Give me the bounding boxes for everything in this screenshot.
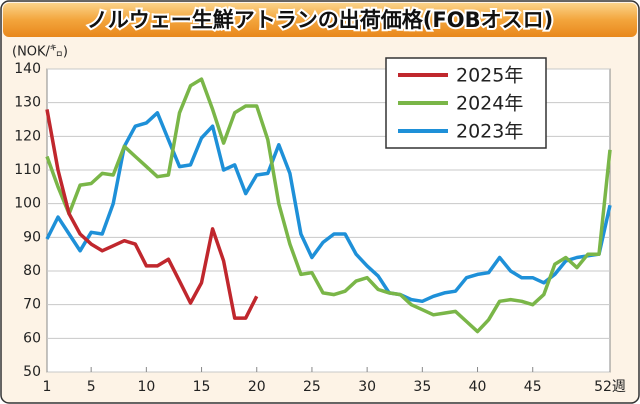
x-tick-label: 15 [193, 379, 211, 395]
y-tick-label: 60 [23, 330, 41, 346]
title-banner [3, 3, 637, 37]
y-tick-label: 80 [23, 263, 41, 279]
y-tick-label: 130 [14, 95, 41, 111]
y-tick-label: 50 [23, 364, 41, 380]
y-tick-label: 110 [14, 162, 41, 178]
x-tick-label: 30 [358, 379, 376, 395]
y-tick-label: 90 [23, 229, 41, 245]
x-tick-label: 35 [413, 379, 431, 395]
x-tick-label: 20 [248, 379, 266, 395]
y-tick-label: 70 [23, 297, 41, 313]
legend-label: 2024年 [456, 93, 523, 115]
x-tick-label: 5 [87, 379, 96, 395]
chart-title: ノルウェー生鮮アトランの出荷価格(FOBオスロ) [87, 8, 553, 32]
x-tick-label: 45 [524, 379, 542, 395]
x-tick-label: 40 [469, 379, 487, 395]
x-tick-label: 25 [303, 379, 321, 395]
x-tick-label: 1 [43, 379, 52, 395]
y-tick-label: 120 [14, 128, 41, 144]
y-tick-label: 140 [14, 61, 41, 77]
x-tick-label: 52週 [594, 379, 626, 395]
y-axis-label: (NOK/㌔) [12, 45, 68, 60]
series-line [45, 111, 612, 304]
legend-label: 2023年 [456, 121, 523, 143]
y-tick-label: 100 [14, 196, 41, 212]
legend-label: 2025年 [456, 65, 523, 87]
x-tick-label: 10 [137, 379, 155, 395]
series-line [45, 77, 612, 334]
series-line [45, 109, 259, 320]
